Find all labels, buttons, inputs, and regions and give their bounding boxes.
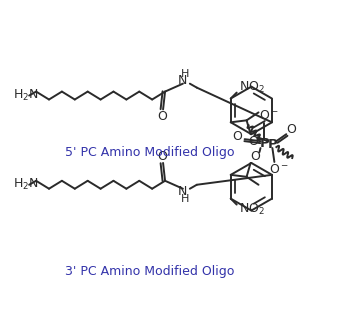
Text: O: O [157,150,167,163]
Text: O: O [233,130,243,143]
Text: O: O [249,135,258,148]
Text: N: N [178,185,187,198]
Text: H: H [181,194,189,203]
Text: $\mathsf{NO_2}$: $\mathsf{NO_2}$ [239,202,265,217]
Text: P: P [268,138,277,151]
Text: P: P [260,137,269,150]
Text: N: N [178,74,187,87]
Text: 3' PC Amino Modified Oligo: 3' PC Amino Modified Oligo [65,266,235,278]
Text: O: O [250,150,260,163]
Text: O$^-$: O$^-$ [259,109,279,122]
Text: H: H [181,69,189,79]
Text: $\mathsf{H_2N}$: $\mathsf{H_2N}$ [13,88,39,103]
Text: $\mathsf{H_2N}$: $\mathsf{H_2N}$ [13,177,39,192]
Text: O: O [157,110,167,123]
Text: $\mathsf{NO_2}$: $\mathsf{NO_2}$ [239,80,265,95]
Text: O$^-$: O$^-$ [269,163,289,176]
Text: 5' PC Amino Modified Oligo: 5' PC Amino Modified Oligo [65,146,235,158]
Text: O: O [286,123,296,136]
